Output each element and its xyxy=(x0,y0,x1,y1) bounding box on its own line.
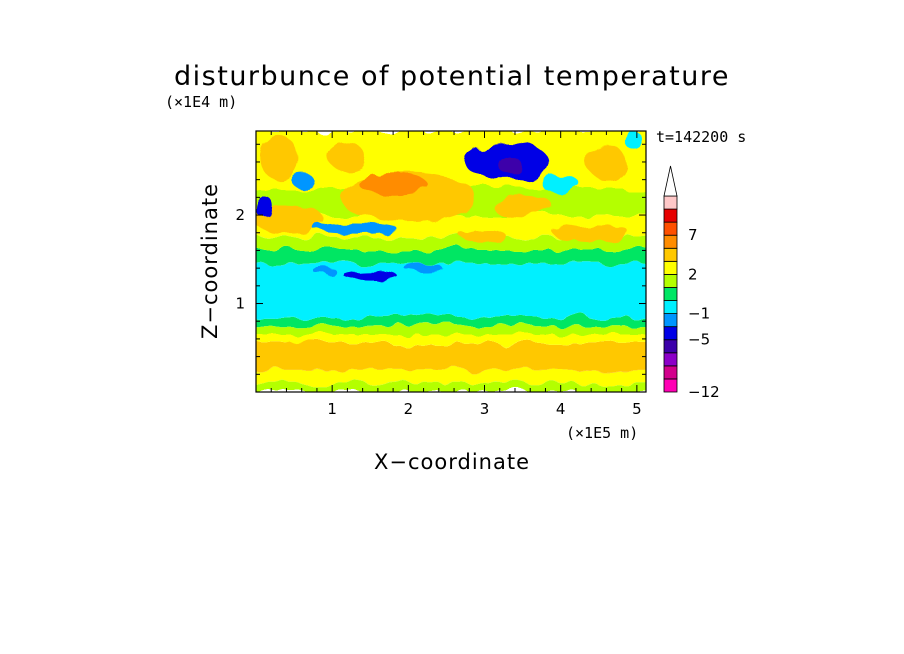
field-band xyxy=(256,325,646,335)
field-feature xyxy=(259,135,298,180)
field-feature xyxy=(553,223,630,242)
colorbar-swatch xyxy=(663,260,678,275)
field-feature xyxy=(587,144,626,180)
field-feature xyxy=(492,195,554,217)
colorbar-swatch xyxy=(663,208,678,223)
colorbar-swatch xyxy=(663,300,678,314)
field-feature xyxy=(328,144,367,171)
colorbar-label: −5 xyxy=(688,331,710,349)
colorbar: −12−5−127 xyxy=(663,165,720,401)
colorbar-swatch xyxy=(663,352,678,367)
colorbar-label: −1 xyxy=(688,305,710,323)
field-feature xyxy=(427,344,496,366)
field-band xyxy=(256,237,646,251)
y-axis: 12 xyxy=(235,143,646,375)
heatmap-field xyxy=(256,131,646,392)
x-axis-label: X−coordinate xyxy=(374,450,530,474)
y-unit-label: (×1E4 m) xyxy=(165,93,237,111)
colorbar-swatch xyxy=(663,326,678,341)
field-feature xyxy=(461,230,508,245)
x-tick-label: 1 xyxy=(327,400,337,418)
colorbar-extend-arrow xyxy=(663,165,678,197)
y-tick-label: 2 xyxy=(235,206,245,224)
field-feature xyxy=(541,175,580,193)
field-feature xyxy=(313,223,397,234)
x-axis: 1 2 3 4 5 xyxy=(270,131,642,418)
plot-frame xyxy=(255,130,647,393)
chart-title: disturbunce of potential temperature xyxy=(174,61,730,92)
field-band xyxy=(256,383,646,392)
x-unit-label: (×1E5 m) xyxy=(566,424,638,442)
colorbar-swatch xyxy=(663,339,678,354)
field-feature xyxy=(499,157,523,176)
time-label: t=142200 s xyxy=(656,128,746,146)
field-feature xyxy=(256,195,273,217)
y-axis-label: Z−coordinate xyxy=(198,183,222,339)
colorbar-label: 2 xyxy=(688,265,698,283)
x-tick-label: 5 xyxy=(632,400,642,418)
field-feature xyxy=(343,270,397,280)
field-feature xyxy=(623,131,643,149)
y-tick-label: 1 xyxy=(235,295,245,313)
colorbar-swatch xyxy=(663,313,678,328)
colorbar-swatch xyxy=(663,195,678,210)
colorbar-swatch xyxy=(663,378,678,393)
colorbar-swatch xyxy=(663,234,678,249)
field-feature xyxy=(275,341,329,363)
field-feature xyxy=(256,206,325,233)
x-tick-label: 3 xyxy=(480,400,490,418)
colorbar-swatch xyxy=(663,273,678,288)
colorbar-label: −12 xyxy=(688,383,720,401)
field-band xyxy=(256,263,646,317)
colorbar-swatch xyxy=(663,221,678,236)
colorbar-swatch xyxy=(663,365,678,380)
field-feature xyxy=(404,263,443,273)
field-feature xyxy=(313,267,336,275)
colorbar-swatch xyxy=(663,247,678,262)
field-band xyxy=(256,250,646,264)
x-tick-label: 2 xyxy=(404,400,414,418)
field-feature xyxy=(358,173,428,195)
x-tick-label: 4 xyxy=(556,400,566,418)
field-feature xyxy=(290,172,314,187)
field-band xyxy=(256,316,646,326)
field-band xyxy=(256,334,646,344)
colorbar-label: 7 xyxy=(688,226,698,244)
colorbar-swatch xyxy=(663,287,678,301)
field-band xyxy=(256,369,646,384)
